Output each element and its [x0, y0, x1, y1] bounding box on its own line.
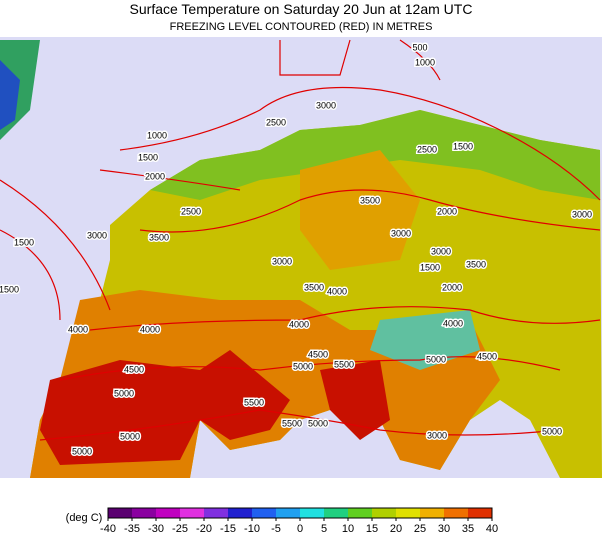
colorbar-segment: [204, 508, 228, 518]
contour-label: 3000: [427, 430, 447, 440]
contour-label: 2000: [437, 206, 457, 216]
contour-label: 5500: [334, 359, 354, 369]
tibet: [370, 310, 480, 370]
contour-label: 3500: [466, 259, 486, 269]
contour-label: 2500: [417, 144, 437, 154]
contour-label: 3000: [316, 100, 336, 110]
contour-label: 1500: [0, 284, 19, 294]
tick-label: 35: [462, 523, 474, 535]
contour-label: 3000: [87, 230, 107, 240]
colorbar-segment: [372, 508, 396, 518]
tick-label: -10: [244, 523, 260, 535]
contour-label: 4500: [124, 364, 144, 374]
contour-label: 2500: [181, 206, 201, 216]
contour-label: 3500: [149, 232, 169, 242]
contour-label: 5000: [426, 354, 446, 364]
colorbar-segment: [132, 508, 156, 518]
contour-labels: 500 1000 3000 2500 1000 1500 2000 2500 1…: [0, 41, 594, 458]
contour-label: 2500: [266, 117, 286, 127]
contour-label: 5500: [282, 418, 302, 428]
contour-label: 4000: [327, 286, 347, 296]
tick-label: 25: [414, 523, 426, 535]
contour-label: 3000: [391, 228, 411, 238]
contour-label: 3000: [572, 209, 592, 219]
colorbar-segment: [228, 508, 252, 518]
contour-label: 5500: [244, 397, 264, 407]
contour-label: 3000: [431, 246, 451, 256]
contour-label: 2000: [442, 282, 462, 292]
contour-label: 1500: [138, 152, 158, 162]
contour-label: 4500: [477, 351, 497, 361]
tick-label: -25: [172, 523, 188, 535]
title: Surface Temperature on Saturday 20 Jun a…: [130, 1, 473, 17]
colorbar-segment: [444, 508, 468, 518]
tick-label: 10: [342, 523, 354, 535]
contour-label: 2000: [145, 171, 165, 181]
tick-label: -30: [148, 523, 164, 535]
contour-label: 1500: [420, 262, 440, 272]
contour-label: 1500: [14, 237, 34, 247]
contour-label: 3500: [304, 282, 324, 292]
map-area: [0, 37, 602, 478]
contour-label: 4000: [443, 318, 463, 328]
tick-label: 5: [321, 523, 327, 535]
tick-label: 40: [486, 523, 498, 535]
contour-label: 5000: [542, 426, 562, 436]
tick-label: 15: [366, 523, 378, 535]
contour-label: 1000: [415, 57, 435, 67]
colorbar-segment: [468, 508, 492, 518]
contour-label: 5000: [72, 446, 92, 456]
colorbar-segment: [156, 508, 180, 518]
contour-label: 1000: [147, 130, 167, 140]
contour-label: 4000: [140, 324, 160, 334]
colorbar-segment: [108, 508, 132, 518]
india-hot: [320, 360, 390, 440]
siberia-warm: [300, 150, 420, 270]
contour-label: 5000: [308, 418, 328, 428]
freezing-contours: [0, 39, 601, 441]
colorbar-segment: [396, 508, 420, 518]
colorbar-segment: [180, 508, 204, 518]
tick-label: -20: [196, 523, 212, 535]
colorbar-segment: [324, 508, 348, 518]
contour-label: 1500: [453, 141, 473, 151]
subtitle: FREEZING LEVEL CONTOURED (RED) IN METRES: [170, 21, 433, 33]
contour-label: 5000: [114, 388, 134, 398]
colorbar-segment: [276, 508, 300, 518]
contour-label: 4000: [68, 324, 88, 334]
contour-label: 5000: [120, 431, 140, 441]
tick-label: -35: [124, 523, 140, 535]
tick-label: -15: [220, 523, 236, 535]
greenland-ice: [0, 60, 20, 130]
contour-label: 5000: [293, 361, 313, 371]
colorbar: -40 -35 -30 -25 -20 -15 -10 -5 0 5 10 15 20 25 30 35 40: [100, 507, 498, 535]
contour-label: 3000: [272, 256, 292, 266]
tick-label: 0: [297, 523, 303, 535]
contour-label: 3500: [360, 195, 380, 205]
tick-label: -5: [271, 523, 281, 535]
hot-region: [40, 350, 290, 465]
legend-unit: (deg C): [66, 512, 103, 524]
contour-label: 500: [412, 42, 427, 52]
tick-label: -40: [100, 523, 116, 535]
contour-label: 4500: [308, 349, 328, 359]
colorbar-segment: [348, 508, 372, 518]
tick-label: 30: [438, 523, 450, 535]
colorbar-segment: [252, 508, 276, 518]
colorbar-segment: [420, 508, 444, 518]
tick-label: 20: [390, 523, 402, 535]
contour-label: 4000: [289, 319, 309, 329]
colorbar-segment: [300, 508, 324, 518]
